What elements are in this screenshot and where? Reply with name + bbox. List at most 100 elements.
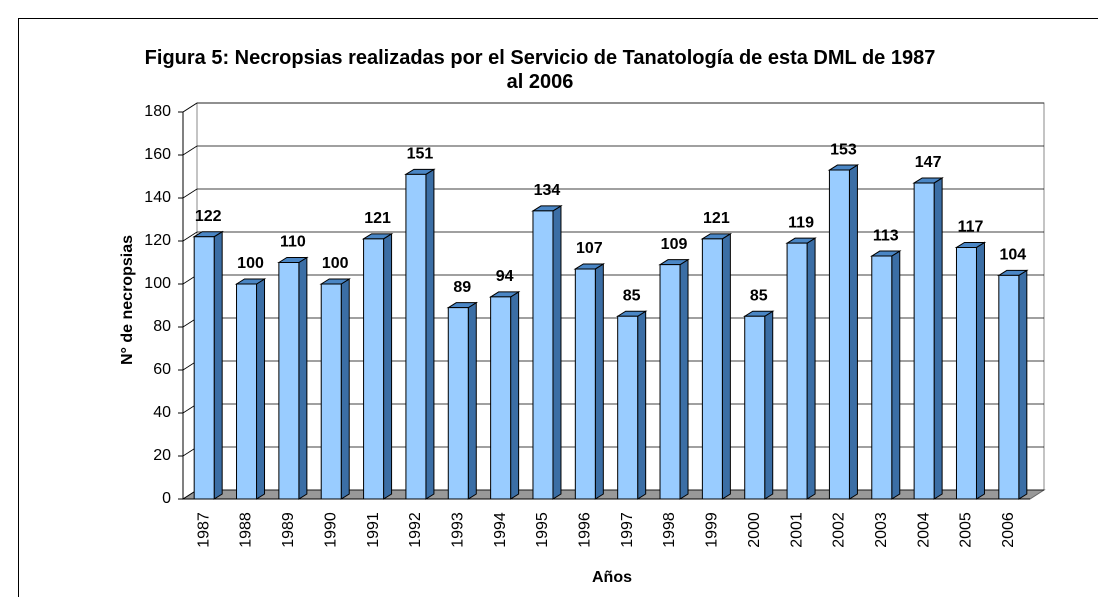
data-label: 134 [534,182,561,199]
x-tick-label: 1989 [280,512,297,548]
y-tick-label: 0 [162,490,171,507]
bar [446,301,479,500]
bar-face [236,283,258,500]
x-axis-label: Años [592,569,632,586]
data-label: 100 [237,255,264,272]
bar-face [828,169,850,500]
x-tick-label: 2002 [831,512,848,548]
data-label: 117 [958,219,984,236]
bar-face [806,237,816,500]
bar-face [637,310,647,500]
grid-line [182,188,198,199]
bar-face [975,241,985,500]
bar [827,164,860,500]
bar [658,258,690,500]
bar-face [510,290,520,500]
data-label: 151 [407,146,434,163]
bar-face [998,274,1020,500]
bar-face [278,262,300,500]
y-tick-label: 140 [144,189,171,206]
y-tick-label: 20 [153,447,171,464]
x-tick-label: 1994 [492,512,509,548]
x-tick-label: 1997 [619,512,636,548]
bar-face [744,315,766,500]
data-label: 121 [364,210,391,227]
x-tick-label: 1999 [704,512,721,548]
bar [742,310,775,500]
bar [192,230,224,500]
bar [404,168,436,500]
bar-face [552,204,562,500]
y-tick-label: 160 [144,146,171,163]
bar-face [659,264,681,500]
x-tick-label: 1995 [534,512,551,548]
bar-face [298,256,308,500]
data-label: 89 [453,279,471,296]
bar [319,278,351,500]
bar-face [1018,269,1028,500]
bar-face [933,177,943,500]
grid-line [182,231,198,242]
bar [531,204,563,500]
chart-title: Figura 5: Necropsias realizadas por el S… [144,47,936,93]
data-label: 109 [661,236,688,253]
x-tick-label: 1991 [365,512,382,548]
bar-face [871,255,893,500]
bar-face [679,258,689,500]
x-tick-label: 2005 [958,512,975,548]
bar [488,290,521,500]
data-label: 119 [788,214,814,231]
bar-face [848,164,858,500]
x-tick-label: 2003 [873,512,890,548]
grid-line [182,145,198,156]
bar-face [425,168,435,500]
bar-face [213,230,223,500]
y-axis-label: N° de necropsias [119,235,136,365]
y-tick-label: 40 [153,404,171,421]
data-label: 110 [280,234,306,251]
bar-face [320,283,342,500]
bar [573,263,606,500]
bar-face [383,232,393,500]
x-tick-label: 1996 [577,512,594,548]
data-label: 121 [703,210,730,227]
bar-face [764,310,774,500]
bar-face [532,210,554,500]
y-tick-label: 180 [144,103,171,120]
x-tick-label: 1987 [195,512,212,548]
data-label: 147 [915,154,942,171]
x-tick-label: 2001 [788,512,805,548]
chart-frame [18,18,1098,597]
x-tick-label: 2000 [746,512,763,548]
grid-line [182,102,198,113]
bar-face [721,232,731,500]
bar [997,269,1029,500]
bar-face [447,307,469,500]
bar-face [363,238,385,500]
x-tick-label: 1992 [407,512,424,548]
bar [870,250,902,500]
bar-face [467,301,477,500]
y-tick-label: 60 [153,361,171,378]
x-tick-label: 1998 [661,512,678,548]
x-tick-label: 1990 [322,512,339,548]
bar-face [405,173,427,500]
data-label: 85 [750,287,768,304]
data-label: 113 [873,227,899,244]
bar [785,237,817,500]
bar-face [955,246,977,500]
bar [615,310,648,500]
bar [234,278,267,500]
data-label: 122 [195,208,222,225]
y-tick-label: 120 [144,232,171,249]
bar-face [340,278,350,500]
x-tick-label: 2006 [1000,512,1017,548]
data-label: 153 [830,141,857,158]
bar-face [786,242,808,500]
bar-face [594,263,604,500]
bar-face [701,238,723,500]
bar-face [193,236,215,500]
bar [912,177,944,500]
